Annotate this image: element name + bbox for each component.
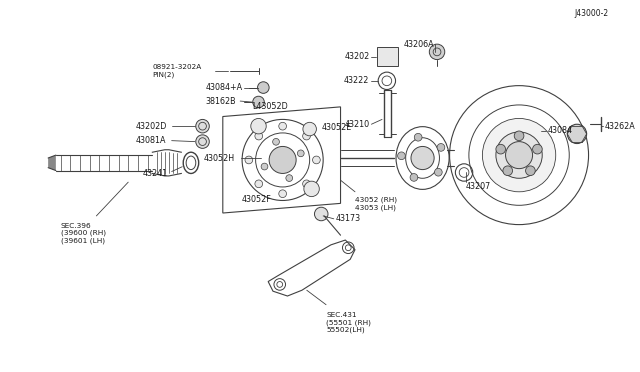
Text: 43173: 43173 [336, 214, 361, 223]
Circle shape [255, 180, 262, 188]
Circle shape [304, 181, 319, 197]
Circle shape [397, 152, 405, 160]
Circle shape [245, 156, 253, 164]
Text: 43222: 43222 [344, 76, 369, 85]
Text: 43202: 43202 [344, 52, 369, 61]
Circle shape [303, 122, 316, 136]
Text: 43084+A: 43084+A [205, 83, 243, 92]
Text: 43210: 43210 [344, 120, 369, 129]
Circle shape [314, 207, 328, 221]
Text: 08921-3202A
PIN(2): 08921-3202A PIN(2) [152, 64, 202, 78]
Circle shape [257, 82, 269, 93]
Text: 43207: 43207 [466, 182, 492, 192]
Circle shape [298, 150, 304, 157]
Text: 43052E: 43052E [321, 123, 351, 132]
Circle shape [303, 132, 310, 140]
Circle shape [483, 118, 556, 192]
Circle shape [525, 166, 535, 176]
Text: J43000-2: J43000-2 [575, 9, 609, 18]
Circle shape [503, 166, 513, 176]
Text: 38162B: 38162B [205, 97, 236, 106]
Circle shape [253, 96, 264, 108]
Circle shape [437, 144, 445, 151]
Text: 43202D: 43202D [136, 122, 167, 131]
Circle shape [251, 118, 266, 134]
Circle shape [532, 144, 542, 154]
Text: SEC.431
(55501 (RH)
55502(LH): SEC.431 (55501 (RH) 55502(LH) [326, 312, 371, 333]
Circle shape [261, 163, 268, 170]
Polygon shape [377, 47, 399, 66]
Circle shape [279, 190, 287, 198]
Text: 43052 (RH)
43053 (LH): 43052 (RH) 43053 (LH) [355, 197, 397, 211]
Circle shape [414, 134, 422, 141]
Circle shape [196, 135, 209, 148]
Circle shape [514, 131, 524, 141]
Circle shape [496, 144, 506, 154]
Circle shape [567, 124, 587, 144]
Circle shape [279, 122, 287, 130]
Circle shape [255, 132, 262, 140]
Circle shape [435, 169, 442, 176]
Text: L43052D: L43052D [252, 102, 287, 111]
Circle shape [196, 119, 209, 133]
Text: 43262A: 43262A [605, 122, 636, 131]
Text: 43052F: 43052F [242, 195, 272, 204]
Circle shape [286, 175, 292, 182]
Text: 43206A: 43206A [403, 40, 434, 49]
Circle shape [429, 44, 445, 60]
Circle shape [312, 156, 320, 164]
Circle shape [410, 174, 418, 181]
Text: 43241: 43241 [143, 169, 168, 178]
Circle shape [496, 132, 542, 178]
Circle shape [303, 180, 310, 188]
Circle shape [506, 142, 532, 169]
Text: SEC.396
(39600 (RH)
(39601 (LH): SEC.396 (39600 (RH) (39601 (LH) [61, 223, 106, 244]
Text: 43081A: 43081A [136, 136, 166, 145]
Text: 43052H: 43052H [204, 154, 235, 163]
Circle shape [273, 138, 280, 145]
Circle shape [411, 147, 434, 170]
Text: 43084: 43084 [548, 126, 573, 135]
Polygon shape [48, 155, 56, 170]
Circle shape [269, 147, 296, 173]
